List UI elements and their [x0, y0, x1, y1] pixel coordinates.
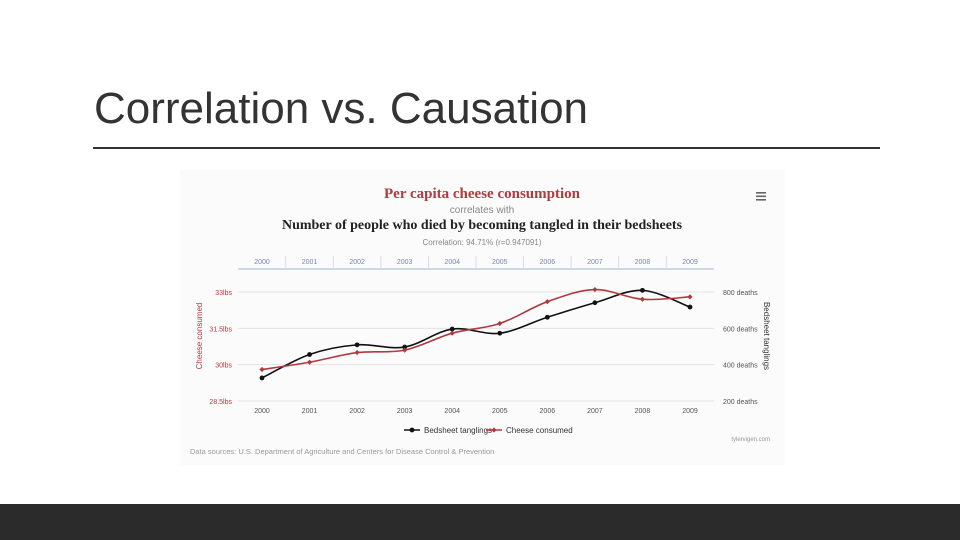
x-tick-label: 2003	[397, 408, 413, 415]
cheese-point	[592, 286, 598, 293]
left-tick-label: 31.5lbs	[209, 326, 232, 333]
right-axis-label: Bedsheet tanglings	[762, 302, 771, 370]
x-tick-label: 2006	[540, 408, 556, 415]
top-tick-label: 2009	[682, 259, 698, 266]
chart-container: Per capita cheese consumption correlates…	[180, 170, 785, 465]
series-layer	[259, 286, 693, 381]
chart-title: Per capita cheese consumption	[384, 186, 581, 202]
top-tick-label: 2007	[587, 259, 603, 266]
left-tick-label: 28.5lbs	[209, 399, 232, 406]
bedsheet-point	[544, 314, 550, 320]
top-tick-label: 2000	[254, 259, 270, 266]
right-tick-label: 600 deaths	[723, 326, 758, 333]
data-sources: Data sources: U.S. Department of Agricul…	[190, 447, 494, 456]
cheese-point	[259, 366, 265, 373]
x-axis-ticks: 2000 2001 2002 2003 2004 2005 2006 2007 2008 2009	[254, 408, 698, 415]
chart-svg: Per capita cheese consumption correlates…	[190, 186, 771, 456]
cheese-point	[306, 359, 313, 365]
cheese-point	[354, 349, 360, 356]
top-axis-ticks: 2000 2001 2002 2003 2004 2005 2006 2007 2008 2009	[254, 259, 698, 266]
bedsheet-point	[259, 375, 265, 381]
top-tick-label: 2003	[397, 259, 413, 266]
top-tick-label: 2001	[302, 259, 318, 266]
legend-label-bedsheet: Bedsheet tanglings	[424, 426, 492, 435]
top-tick-label: 2006	[540, 259, 556, 266]
x-tick-label: 2005	[492, 408, 508, 415]
bedsheet-point	[640, 287, 645, 293]
hamburger-menu-icon[interactable]	[756, 192, 766, 201]
top-tick-label: 2008	[635, 259, 651, 266]
x-tick-label: 2002	[349, 408, 365, 415]
grid-lines	[238, 291, 714, 402]
chart-subtitle: Number of people who died by becoming ta…	[282, 218, 683, 233]
legend: Bedsheet tanglings Cheese consumed	[404, 426, 573, 435]
cheese-point	[497, 320, 503, 327]
top-tick-label: 2002	[349, 259, 365, 266]
left-axis-label: Cheese consumed	[195, 303, 204, 370]
legend-item-bedsheet[interactable]: Bedsheet tanglings	[404, 426, 492, 435]
bedsheet-point	[592, 300, 598, 306]
bedsheet-point	[307, 352, 312, 357]
right-tick-label: 200 deaths	[723, 399, 758, 406]
x-tick-label: 2008	[635, 408, 651, 415]
series-line-cheese	[261, 288, 691, 371]
slide-title: Correlation vs. Causation	[94, 84, 589, 133]
cheese-point	[449, 330, 455, 336]
left-axis-ticks: 28.5lbs 30lbs 31.5lbs 33lbs	[209, 290, 232, 406]
x-tick-label: 2001	[302, 408, 318, 415]
x-tick-label: 2007	[587, 408, 603, 415]
top-tick-label: 2005	[492, 259, 508, 266]
chart-connector: correlates with	[450, 205, 514, 216]
correlation-label: Correlation: 94.71% (r=0.947091)	[423, 238, 542, 247]
legend-label-cheese: Cheese consumed	[506, 426, 573, 435]
right-tick-label: 800 deaths	[723, 290, 758, 297]
bedsheet-point	[449, 326, 455, 332]
x-tick-label: 2009	[682, 408, 698, 415]
right-tick-label: 400 deaths	[723, 363, 758, 370]
left-tick-label: 33lbs	[215, 290, 232, 297]
bedsheet-point	[687, 304, 693, 310]
bedsheet-point	[402, 344, 408, 350]
bedsheet-point	[354, 342, 360, 348]
cheese-point	[687, 294, 693, 300]
cheese-point	[639, 296, 646, 302]
bottom-bar	[0, 504, 960, 540]
right-axis-ticks: 200 deaths 400 deaths 600 deaths 800 deaths	[723, 290, 758, 406]
cheese-point	[544, 299, 550, 305]
top-tick-label: 2004	[444, 259, 460, 266]
x-tick-label: 2004	[444, 408, 460, 415]
x-tick-label: 2000	[254, 408, 270, 415]
legend-item-cheese[interactable]: Cheese consumed	[486, 426, 573, 435]
bedsheet-point	[497, 330, 503, 336]
left-tick-label: 30lbs	[215, 363, 232, 370]
title-divider	[93, 147, 880, 149]
top-year-strip	[238, 256, 714, 270]
chart-credit[interactable]: tylervigen.com	[731, 437, 770, 443]
